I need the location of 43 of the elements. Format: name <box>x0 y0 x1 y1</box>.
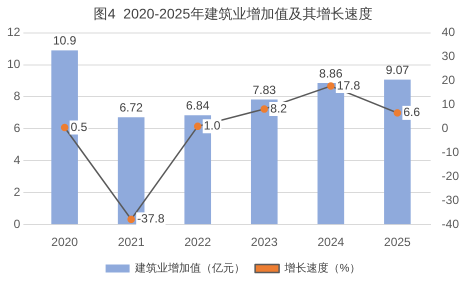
y-tick-label: 12 <box>6 25 21 40</box>
point <box>127 216 135 224</box>
point <box>327 82 335 90</box>
data-label: 1.0 <box>204 118 221 133</box>
y2-tick-label: -20 <box>442 168 460 183</box>
x-tick-label: 2021 <box>118 235 145 250</box>
y2-tick-label: 10 <box>442 97 456 112</box>
data-label: -37.8 <box>137 212 165 226</box>
data-label: 8.2 <box>270 101 288 116</box>
x-tick-label: 2023 <box>250 235 278 250</box>
data-label: 8.86 <box>319 66 343 80</box>
legend-label: 建筑业增加值（亿元） <box>134 262 246 275</box>
chart-title: 图4 2020-2025年建筑业增加值及其增长速度 <box>94 5 372 22</box>
data-label: 6.72 <box>119 100 144 115</box>
y-tick-label: 4 <box>14 152 21 167</box>
point <box>60 124 68 132</box>
data-label: 17.8 <box>336 78 361 92</box>
legend-label: 增长速度（%） <box>284 262 360 275</box>
y-tick-label: 0 <box>14 216 21 231</box>
y2-tick-label: -40 <box>442 216 460 231</box>
data-label: 10.9 <box>52 34 77 48</box>
x-tick-label: 2020 <box>51 235 78 250</box>
point <box>260 105 268 113</box>
y-tick-label: 8 <box>14 89 21 104</box>
x-tick-label: 2025 <box>384 235 412 250</box>
y2-tick-label: -30 <box>442 192 460 207</box>
y2-tick-label: -10 <box>442 144 460 159</box>
y-tick-label: 2 <box>14 184 21 199</box>
y2-tick-label: 30 <box>442 49 456 64</box>
data-label: 7.83 <box>252 82 276 97</box>
data-label: 0.5 <box>70 120 88 134</box>
y2-tick-label: 40 <box>442 25 456 40</box>
y-tick-label: 6 <box>14 121 21 136</box>
x-tick-label: 2022 <box>184 235 212 250</box>
x-tick-label: 2024 <box>317 235 344 250</box>
y2-tick-label: 20 <box>442 73 456 88</box>
y2-tick-label: 0 <box>442 121 449 136</box>
data-label: 9.07 <box>386 62 410 77</box>
point <box>394 109 402 117</box>
data-label: 6.84 <box>186 98 210 113</box>
point <box>194 122 202 130</box>
data-label: 6.6 <box>403 105 420 120</box>
y-tick-label: 10 <box>6 57 21 72</box>
